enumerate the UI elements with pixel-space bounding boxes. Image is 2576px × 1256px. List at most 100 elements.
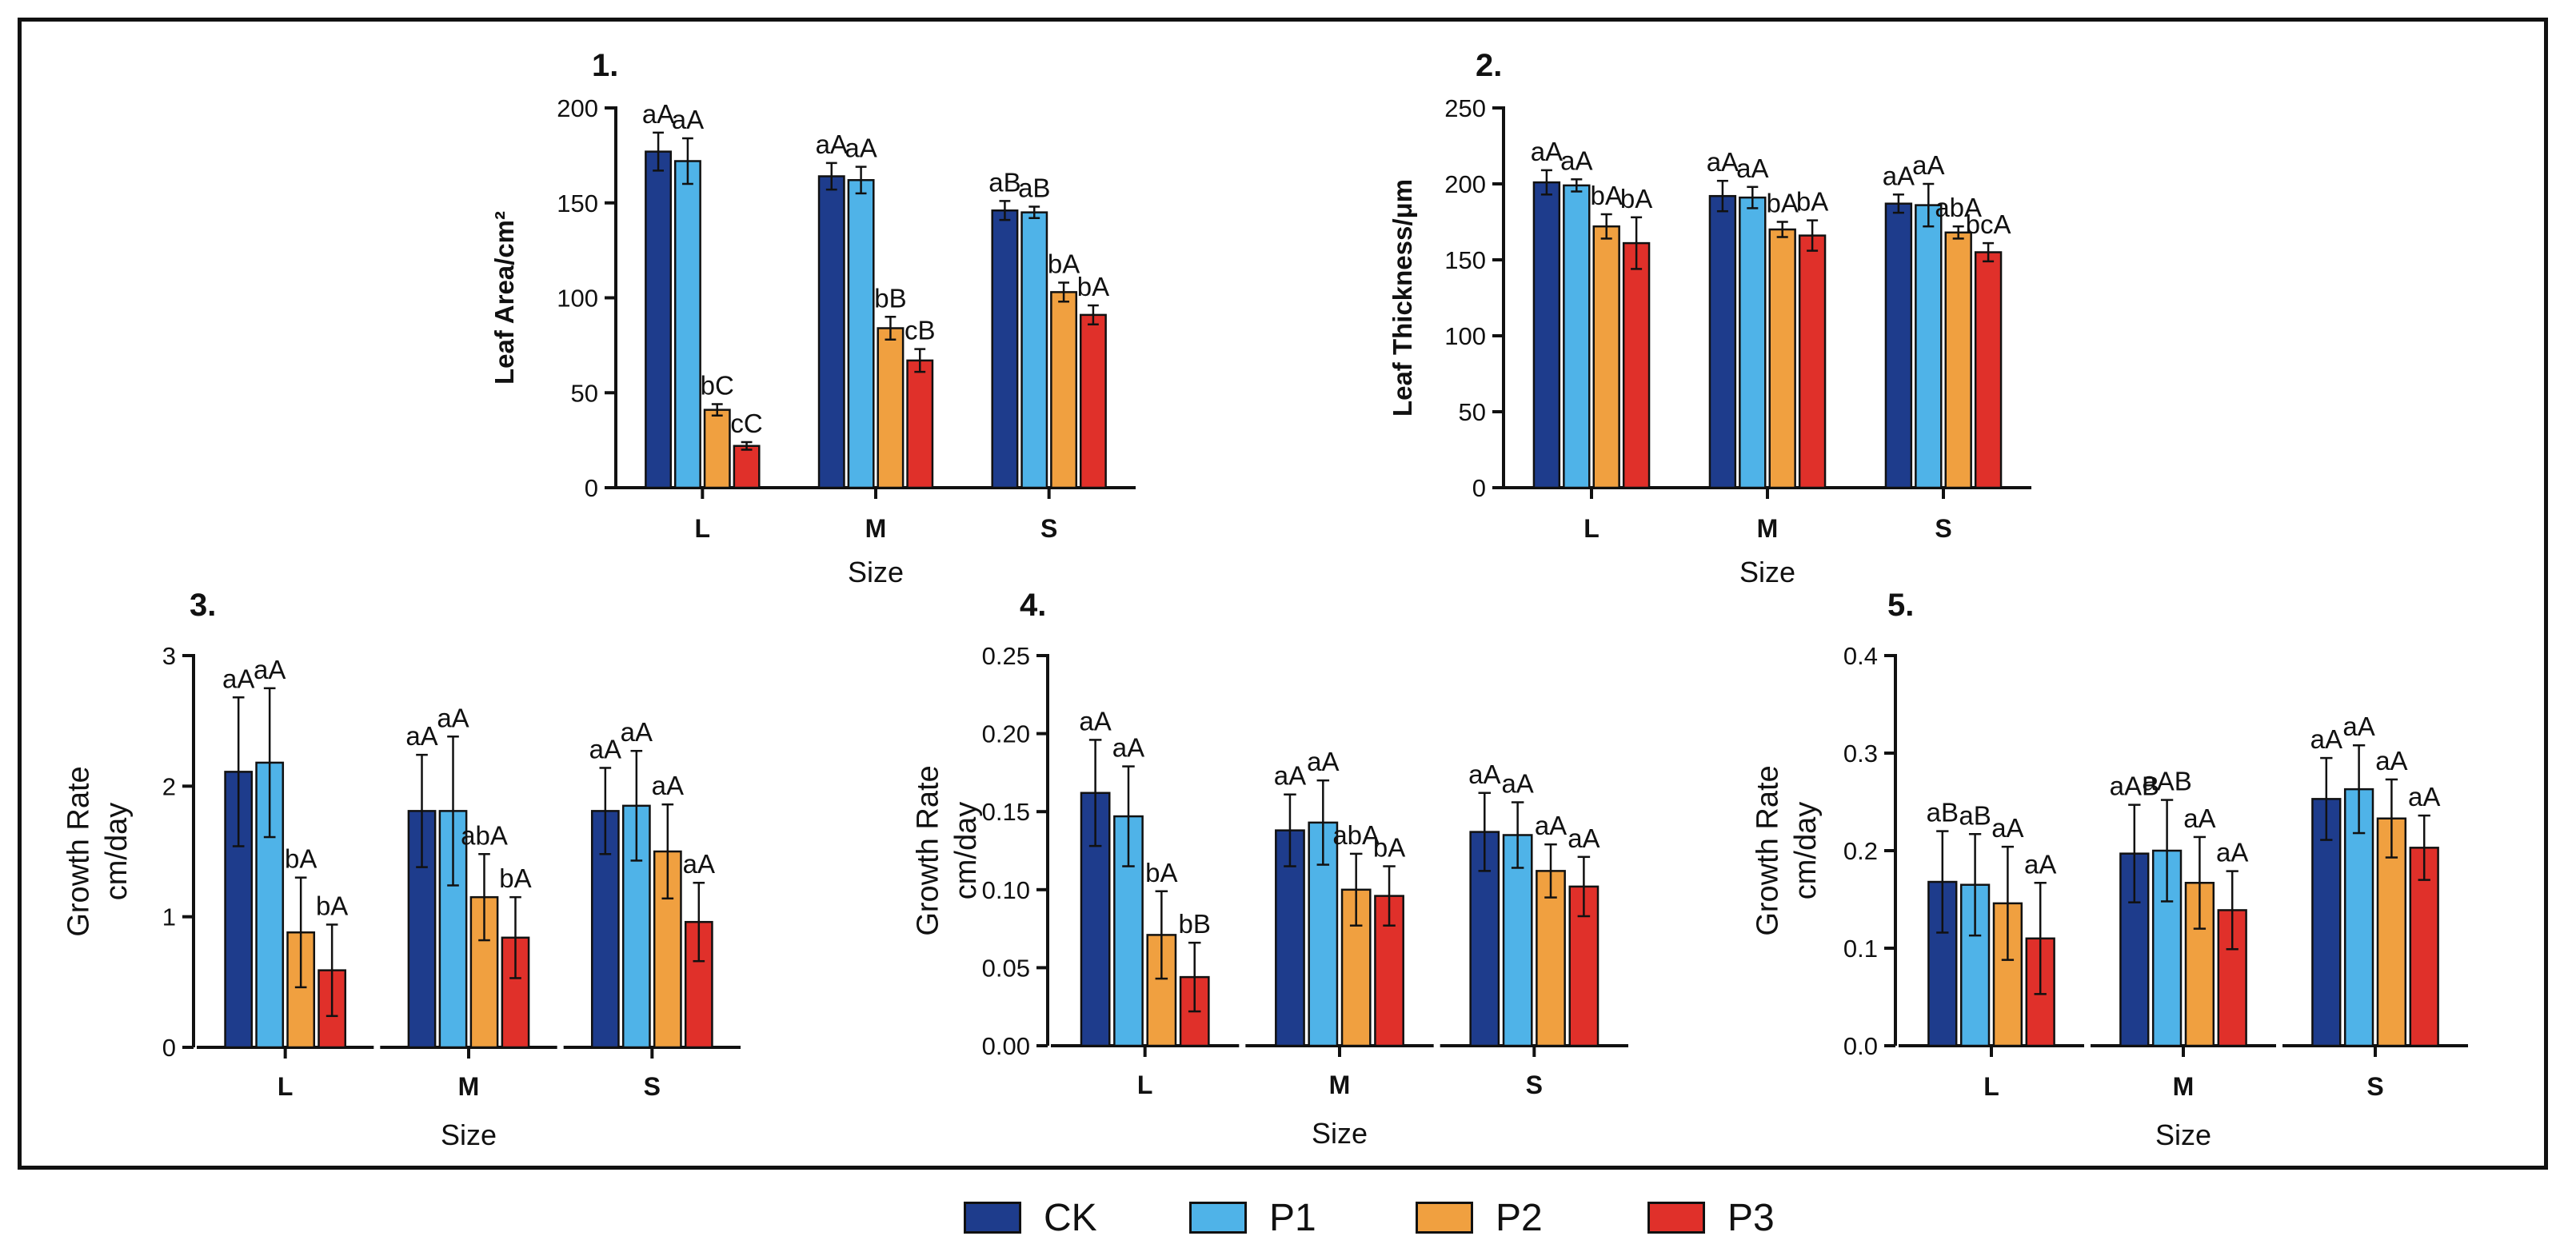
y-axis-label: Leaf Thickness/μm [1388,179,1417,417]
y-axis-label: Leaf Area/cm² [489,211,519,385]
y-tick-label: 150 [557,189,598,217]
bar-p3 [2409,847,2439,1047]
y-tick-label: 0.2 [1843,837,1878,865]
data-label: aA [2310,724,2342,754]
data-label: aA [652,771,684,800]
x-tick-label: S [644,1072,661,1101]
data-label: aA [222,664,254,693]
bar-p1 [673,160,701,489]
x-tick-label: M [865,514,887,543]
y-tick-label: 200 [1444,170,1486,198]
data-label: aA [816,130,848,159]
data-label: bA [1796,187,1828,217]
legend-item-p1: P1 [1189,1196,1316,1239]
y-tick-label: 0 [585,474,598,502]
chart-title: 3. [190,588,216,623]
bar-p3 [733,445,761,489]
data-label: aB [1959,800,1991,830]
y-tick-label: 150 [1444,246,1486,274]
bar-p1 [1739,196,1767,489]
data-label: bA [1077,272,1109,301]
data-label: aA [1883,161,1915,190]
bar-p2 [1592,225,1620,489]
data-label: aA [621,717,653,747]
x-axis-label: Size [441,1118,497,1151]
bar-p2 [877,327,905,489]
data-label: aA [254,655,286,684]
data-label: cC [730,409,762,438]
y-tick-label: 0.25 [982,642,1030,670]
legend-label-p1: P1 [1269,1196,1316,1239]
data-label: bcA [1966,209,2011,239]
legend-swatch-p2 [1416,1202,1473,1234]
data-label: aA [1079,706,1111,736]
x-tick-label: S [1935,514,1951,543]
data-label: bA [1373,833,1405,863]
data-label: aB [988,167,1020,197]
data-label: aA [672,105,704,134]
data-label: aA [2183,803,2215,833]
data-label: bB [1179,909,1211,939]
x-tick-label: L [278,1072,294,1101]
x-tick-label: S [1526,1071,1543,1099]
data-label: aA [2024,849,2056,879]
y-tick-label: 50 [571,379,598,407]
y-tick-label: 100 [557,285,598,313]
y-tick-label: 50 [1459,398,1486,426]
bar-p1 [1915,204,1943,489]
x-tick-label: L [1983,1072,1999,1101]
data-label: aA [1307,747,1339,776]
data-label: aA [2408,782,2440,811]
data-label: aA [589,734,621,764]
x-tick-label: L [695,514,711,543]
y-axis-label: Growth Rate cm/day [1751,765,1823,935]
x-tick-label: S [2366,1072,2383,1101]
y-tick-label: 0 [1472,474,1486,502]
bar-p2 [1536,870,1566,1047]
data-label: aA [1560,146,1592,175]
y-tick-label: 250 [1444,94,1486,122]
data-label: bA [316,891,348,920]
y-tick-label: 0.00 [982,1032,1030,1060]
data-label: bA [499,863,531,893]
legend-label-ck: CK [1044,1196,1097,1239]
bar-ck [1884,202,1913,489]
bar-p3 [1622,241,1651,489]
data-label: aA [1531,137,1563,166]
data-label: aA [1112,733,1144,763]
data-label: aA [1912,150,1944,180]
data-label: aA [1991,813,2023,843]
legend-swatch-p1 [1189,1202,1247,1234]
data-label: aA [2342,712,2374,741]
legend-item-p3: P3 [1647,1197,1775,1239]
data-label: bA [1767,189,1799,218]
bar-p1 [847,179,875,489]
y-tick-label: 1 [162,903,176,931]
legend: CK P1 P2 P3 [0,1182,2576,1254]
data-label: aA [642,99,674,129]
y-tick-label: 200 [557,94,598,122]
legend-label-p2: P2 [1496,1196,1543,1239]
data-label: aA [683,849,715,879]
data-label: bA [1145,858,1177,887]
y-tick-label: 0.4 [1843,642,1878,670]
y-tick-label: 3 [162,642,176,670]
y-tick-label: 2 [162,772,176,800]
data-label: aA [845,134,877,163]
legend-swatch-p3 [1647,1202,1705,1234]
data-label: aB [1927,798,1959,827]
bar-ck [1532,181,1561,489]
bar-ck [817,175,845,489]
y-tick-label: 0.0 [1843,1032,1878,1060]
data-label: bA [1048,249,1080,279]
x-tick-label: L [1584,514,1600,543]
data-label: cB [905,316,936,345]
data-label: aAB [2142,767,2191,796]
data-label: aA [1707,147,1739,177]
data-label: aB [1018,173,1050,203]
x-tick-label: M [1329,1071,1351,1099]
bar-p3 [1974,251,2003,489]
data-label: aAB [2110,772,2159,801]
